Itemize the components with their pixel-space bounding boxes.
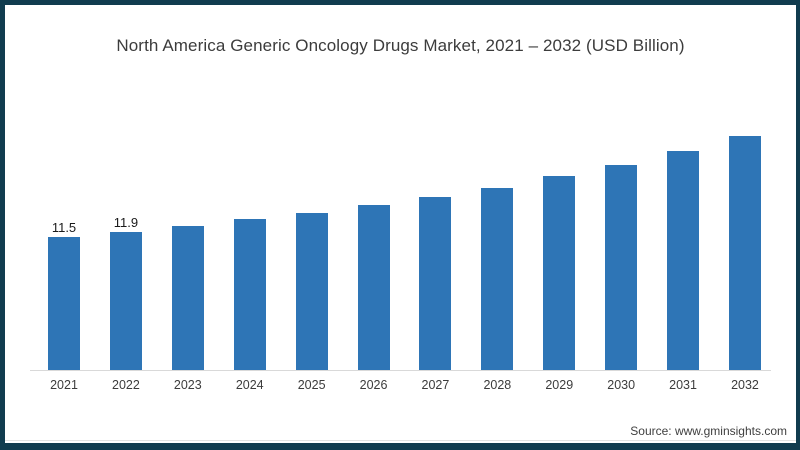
bar-value-label-2022: 11.9	[113, 215, 139, 230]
x-tick-2030: 2030	[607, 378, 636, 392]
bar-2032	[728, 136, 761, 370]
x-tick-2028: 2028	[483, 378, 512, 392]
x-tick-2029: 2029	[545, 378, 574, 392]
bar-2030	[605, 165, 638, 370]
bar-column-2025	[295, 213, 328, 370]
bar-2028	[481, 188, 514, 370]
x-tick-2032: 2032	[731, 378, 759, 392]
bar-column-2024	[233, 219, 266, 370]
bar-column-2026	[357, 205, 390, 370]
chart-title: North America Generic Oncology Drugs Mar…	[116, 36, 685, 55]
bar-2025	[295, 213, 328, 370]
x-tick-2023: 2023	[173, 378, 202, 392]
bar-2029	[543, 176, 576, 370]
x-tick-2021: 2021	[50, 378, 78, 392]
bar-column-2029	[543, 176, 576, 370]
source-credit: Source: www.gminsights.com	[630, 424, 787, 438]
x-tick-2022: 2022	[112, 378, 140, 392]
x-tick-2026: 2026	[359, 378, 388, 392]
bar-2023	[171, 226, 204, 370]
bar-column-2031	[667, 151, 700, 370]
x-tick-2024: 2024	[235, 378, 264, 392]
bars-group: 11.5 11.9	[48, 130, 761, 370]
x-axis-labels: 2021 2022 2023 2024 2025 2026 2027 2028 2029 2030…	[48, 378, 761, 392]
bar-column-2021: 11.5	[48, 220, 80, 370]
bar-2024	[233, 219, 266, 370]
bar-column-2023	[171, 226, 204, 370]
bar-column-2030	[605, 165, 638, 370]
x-tick-2031: 2031	[669, 378, 697, 392]
bar-2022	[109, 232, 142, 370]
bar-column-2022: 11.9	[109, 215, 142, 370]
divider-line	[5, 440, 796, 441]
bar-column-2028	[481, 188, 514, 370]
bar-2027	[419, 197, 452, 370]
bar-2021	[48, 237, 80, 370]
bar-column-2027	[419, 197, 452, 370]
x-tick-2025: 2025	[297, 378, 326, 392]
x-tick-2027: 2027	[421, 378, 450, 392]
x-axis-line	[30, 370, 771, 371]
bar-2026	[357, 205, 390, 370]
bar-2031	[667, 151, 700, 370]
bar-value-label-2021: 11.5	[51, 220, 77, 235]
bar-column-2032	[728, 136, 761, 370]
